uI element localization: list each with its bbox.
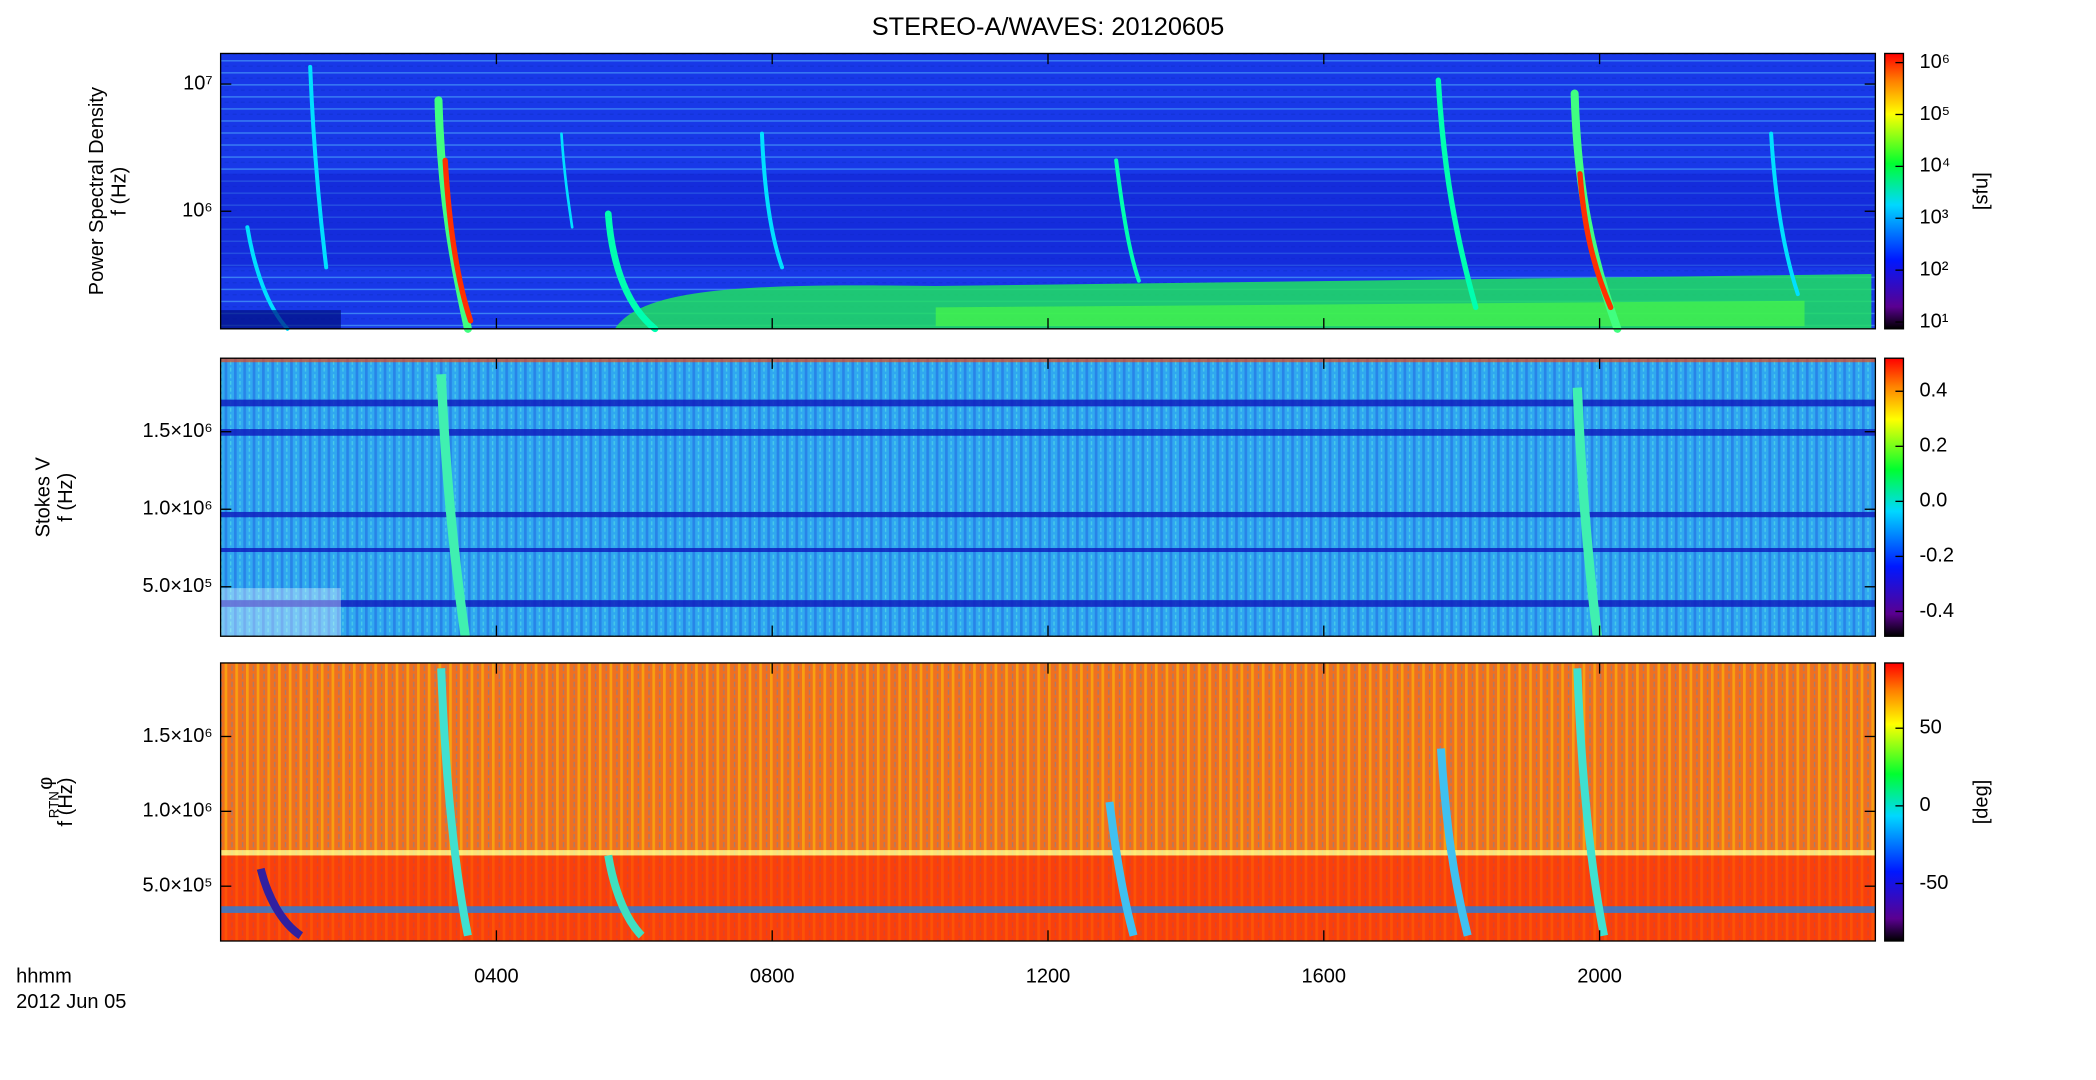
colorbar-tick-label: -0.4 — [1919, 600, 1954, 622]
y-tick-label: 1.5×10⁶ — [143, 725, 213, 747]
colorbar-tick-label: 10⁶ — [1919, 51, 1950, 73]
chart-title: STEREO-A/WAVES: 20120605 — [872, 13, 1225, 41]
colorbar-tick-label: 10⁵ — [1919, 103, 1950, 125]
x-tick-label: 2000 — [1577, 965, 1622, 987]
colorbar-tick-label: 10³ — [1919, 207, 1948, 229]
y-axis-label: φ — [35, 777, 57, 790]
colorbars — [1884, 52, 1905, 942]
colorbar-tick-label: 0.4 — [1919, 380, 1947, 402]
spectrogram-2 — [220, 358, 1876, 637]
y-axis-label-sub: RTN — [46, 791, 61, 818]
spectrogram-3 — [220, 662, 1876, 941]
y-tick-label: 1.5×10⁶ — [143, 420, 213, 442]
y-tick-label: 1.0×10⁶ — [143, 498, 213, 520]
x-tick-label: 1200 — [1026, 965, 1071, 987]
y-axis-label: f (Hz) — [109, 167, 131, 216]
y-tick-label: 5.0×10⁵ — [142, 874, 212, 896]
colorbar-tick-label: -0.2 — [1919, 545, 1954, 567]
y-axis-label: Stokes V — [32, 457, 54, 538]
y-tick-label: 10⁷ — [183, 72, 213, 94]
colorbar-tick-label: 10² — [1919, 258, 1948, 280]
y-tick-label: 10⁶ — [182, 200, 213, 222]
colorbar-label: [deg] — [1971, 780, 1993, 825]
x-tick-label: 0800 — [750, 965, 795, 987]
x-tick-label: 0400 — [474, 965, 519, 987]
colorbar-tick-label: 10¹ — [1919, 310, 1948, 332]
x-axis-date: 2012 Jun 05 — [16, 991, 126, 1013]
colorbar-tick-label: 0.0 — [1919, 490, 1947, 512]
spectrogram-1 — [220, 53, 1876, 333]
colorbar-tick-label: -50 — [1919, 872, 1948, 894]
colorbar-tick-label: 10⁴ — [1919, 155, 1950, 177]
y-axis-label: f (Hz) — [55, 473, 77, 522]
y-axis-label: f (Hz) — [55, 777, 77, 826]
x-tick-label: 1600 — [1302, 965, 1347, 987]
x-axis-label: hhmm — [16, 965, 72, 987]
colorbar-tick-label: 0.2 — [1919, 435, 1947, 457]
y-tick-label: 1.0×10⁶ — [143, 800, 213, 822]
y-tick-label: 5.0×10⁵ — [142, 575, 212, 597]
y-axis-label: Power Spectral Density — [86, 87, 108, 295]
colorbar-tick-label: 50 — [1919, 717, 1941, 739]
colorbar-tick-label: 0 — [1919, 794, 1930, 816]
colorbar-label: [sfu] — [1971, 172, 1993, 210]
